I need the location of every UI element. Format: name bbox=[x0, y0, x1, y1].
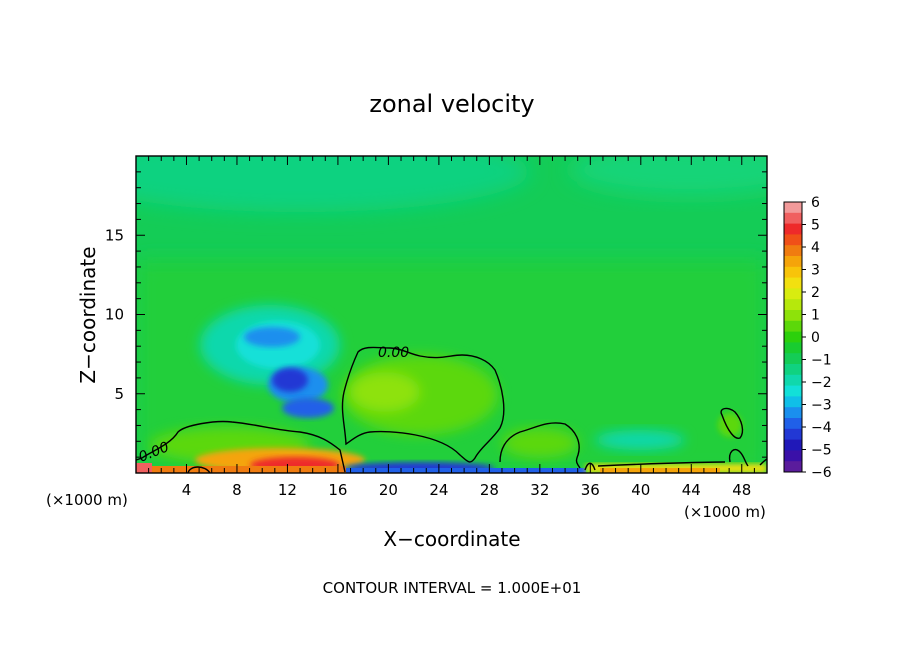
colorbar-label: −1 bbox=[811, 353, 832, 369]
colorbar-swatch bbox=[784, 310, 802, 322]
colorbar-swatch bbox=[784, 234, 802, 246]
x-tick-label: 48 bbox=[732, 481, 751, 499]
contour-interval-note: CONTOUR INTERVAL = 1.000E+01 bbox=[323, 579, 582, 597]
colorbar-label: −5 bbox=[811, 443, 832, 459]
x-tick-label: 40 bbox=[631, 481, 650, 499]
colorbar-label: −6 bbox=[811, 465, 832, 481]
x-tick-label: 20 bbox=[379, 481, 398, 499]
positive-blob-core bbox=[350, 372, 420, 412]
x-tick-label: 44 bbox=[682, 481, 701, 499]
contour-right-notch bbox=[584, 462, 596, 471]
colorbar-swatch bbox=[784, 461, 802, 473]
colorbar-label: −3 bbox=[811, 398, 832, 414]
colorbar bbox=[783, 201, 803, 473]
colorbar-swatch bbox=[784, 342, 802, 354]
x-tick-labels: 4 8 12 16 20 24 28 32 36 40 44 48 bbox=[182, 481, 752, 499]
colorbar-label: 6 bbox=[811, 195, 820, 211]
cyan-patch-lower-right bbox=[595, 430, 685, 450]
x-tick-label: 28 bbox=[480, 481, 499, 499]
contour-right-surface bbox=[597, 461, 726, 467]
colorbar-label: 0 bbox=[811, 330, 820, 346]
colorbar-swatch bbox=[784, 374, 802, 386]
colorbar-swatch bbox=[784, 428, 802, 440]
colorbar-swatch bbox=[784, 385, 802, 397]
y-tick-label: 10 bbox=[105, 306, 124, 324]
colorbar-swatch bbox=[784, 256, 802, 268]
colorbar-label: −4 bbox=[811, 420, 832, 436]
colorbar-swatch bbox=[784, 299, 802, 311]
top-right-negative-region bbox=[570, 156, 767, 196]
x-axis-label: X−coordinate bbox=[383, 527, 520, 551]
axis-ticks bbox=[136, 156, 767, 473]
colorbar-label: 1 bbox=[811, 308, 820, 324]
contour-center-region bbox=[341, 346, 505, 463]
x-tick-label: 32 bbox=[530, 481, 549, 499]
chart-title: zonal velocity bbox=[369, 90, 534, 118]
contour-left-notch bbox=[187, 466, 211, 474]
colorbar-swatch bbox=[784, 320, 802, 332]
x-unit-right: (×1000 m) bbox=[684, 503, 766, 521]
colorbar-labels: 6 5 4 3 2 1 0 −1 −2 −3 −4 −5 −6 bbox=[802, 195, 832, 481]
colorbar-swatch bbox=[784, 418, 802, 430]
positive-blob-right bbox=[502, 428, 578, 458]
top-negative-region bbox=[136, 156, 530, 212]
colorbar-swatch bbox=[784, 396, 802, 408]
colorbar-swatch bbox=[784, 266, 802, 278]
colorbar-label: 2 bbox=[811, 285, 820, 301]
surface-positive-band bbox=[136, 466, 346, 473]
colorbar-swatch bbox=[784, 331, 802, 343]
y-tick-labels: 5 10 15 bbox=[105, 226, 124, 403]
jet-core-upper bbox=[244, 327, 300, 347]
colorbar-swatch bbox=[784, 288, 802, 300]
zero-contours bbox=[135, 346, 768, 474]
y-axis-label: Z−coordinate bbox=[76, 246, 100, 383]
contour-label-center: 0.00 bbox=[378, 345, 409, 361]
contour-left-region bbox=[135, 420, 346, 473]
contour-right-region bbox=[499, 422, 581, 469]
x-tick-label: 16 bbox=[328, 481, 347, 499]
colorbar-swatch bbox=[784, 450, 802, 462]
colorbar-label: 3 bbox=[811, 263, 820, 279]
contour-far-right-hook bbox=[728, 448, 749, 467]
colorbar-label: 5 bbox=[811, 218, 820, 234]
colorbar-swatch bbox=[784, 202, 802, 214]
surface-negative-band bbox=[346, 468, 586, 473]
x-unit-left: (×1000 m) bbox=[46, 491, 128, 509]
heatmap-field bbox=[136, 156, 767, 473]
colorbar-swatch bbox=[784, 212, 802, 224]
colorbar-swatch bbox=[784, 353, 802, 365]
x-tick-label: 24 bbox=[429, 481, 448, 499]
colorbar-swatch bbox=[784, 439, 802, 451]
x-tick-label: 36 bbox=[581, 481, 600, 499]
colorbar-label: −2 bbox=[811, 375, 832, 391]
y-tick-label: 5 bbox=[114, 385, 124, 403]
x-tick-label: 12 bbox=[278, 481, 297, 499]
y-tick-label: 15 bbox=[105, 226, 124, 244]
x-tick-label: 8 bbox=[232, 481, 242, 499]
colorbar-swatch bbox=[784, 277, 802, 289]
surface-left-edge bbox=[136, 463, 152, 473]
surface-right-orange bbox=[600, 468, 720, 473]
jet-core-dark bbox=[272, 368, 308, 392]
contour-far-right-loop bbox=[720, 407, 744, 439]
x-tick-label: 4 bbox=[182, 481, 192, 499]
colorbar-label: 4 bbox=[811, 240, 820, 256]
colorbar-swatch bbox=[784, 223, 802, 235]
jet-core-lower bbox=[282, 398, 334, 418]
colorbar-swatch bbox=[784, 364, 802, 376]
colorbar-swatch bbox=[784, 407, 802, 419]
colorbar-swatch bbox=[784, 245, 802, 257]
